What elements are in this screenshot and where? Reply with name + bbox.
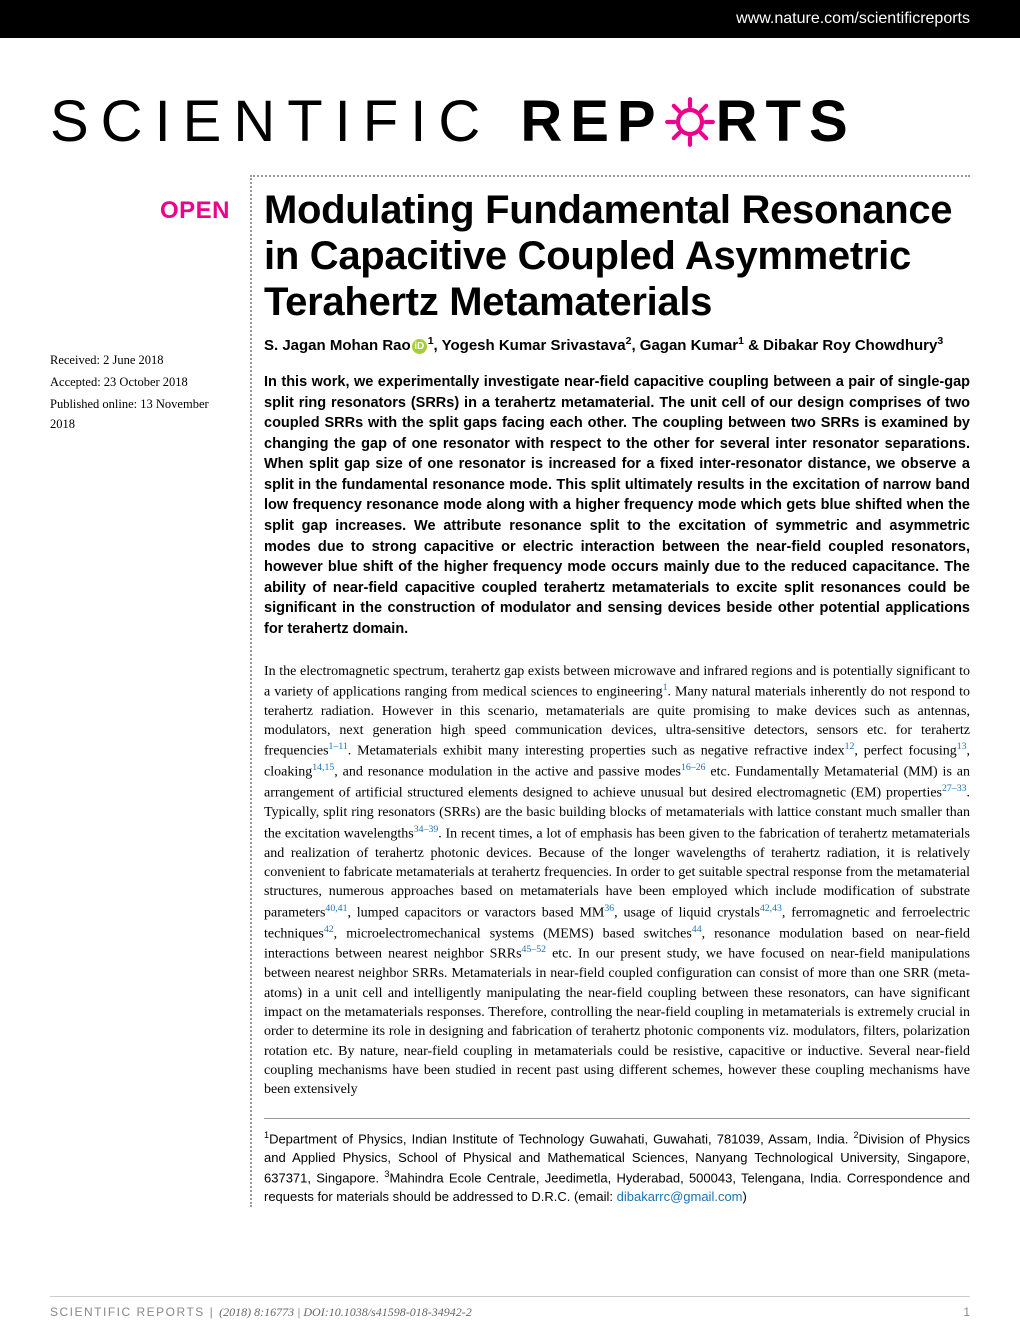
author-name: S. Jagan Mohan Rao [264, 337, 411, 354]
accepted-date: Accepted: 23 October 2018 [50, 372, 230, 392]
body-text-span: , usage of liquid crystals [614, 905, 760, 920]
citation-ref[interactable]: 13 [957, 741, 967, 752]
left-sidebar: OPEN Received: 2 June 2018 Accepted: 23 … [50, 175, 230, 1207]
abstract-text: In this work, we experimentally investig… [264, 372, 970, 640]
footer-separator: | [205, 1305, 219, 1319]
author-name: , Yogesh Kumar Srivastava [434, 337, 626, 354]
citation-ref[interactable]: 36 [604, 903, 614, 914]
page-container: www.nature.com/scientificreports SCIENTI… [0, 0, 1020, 1340]
site-url-link[interactable]: www.nature.com/scientificreports [736, 10, 970, 27]
logo-word-scientific: SCIENTIFIC [50, 88, 492, 155]
citation-ref[interactable]: 40,41 [325, 903, 347, 914]
citation-ref[interactable]: 27–33 [942, 783, 967, 794]
body-text-span: . Metamaterials exhibit many interesting… [348, 744, 845, 759]
content-columns: OPEN Received: 2 June 2018 Accepted: 23 … [0, 175, 1020, 1207]
received-date: Received: 2 June 2018 [50, 350, 230, 370]
footer-journal-name: SCIENTIFIC REPORTS [50, 1305, 205, 1319]
citation-ref[interactable]: 1–11 [329, 741, 348, 752]
main-column: Modulating Fundamental Resonance in Capa… [250, 175, 970, 1207]
footer-doi: | DOI:10.1038/s41598-018-34942-2 [297, 1305, 472, 1319]
correspondence-email[interactable]: dibakarrc@gmail.com [617, 1189, 743, 1204]
body-text-span: , perfect focusing [854, 744, 956, 759]
citation-ref[interactable]: 34–39 [414, 824, 439, 835]
page-number: 1 [963, 1305, 970, 1320]
author-name: & Dibakar Roy Chowdhury [744, 337, 937, 354]
body-paragraph: In the electromagnetic spectrum, teraher… [264, 662, 970, 1100]
open-access-badge: OPEN [50, 197, 230, 225]
affiliation-text: Department of Physics, Indian Institute … [269, 1131, 853, 1146]
footer-year-volume: (2018) 8:16773 [219, 1305, 297, 1319]
body-text-span: , lumped capacitors or varactors based M… [347, 905, 604, 920]
body-text-span: etc. In our present study, we have focus… [264, 947, 970, 1097]
citation-ref[interactable]: 42,43 [760, 903, 782, 914]
orcid-icon[interactable]: iD [412, 339, 427, 354]
author-name: , Gagan Kumar [631, 337, 738, 354]
gear-icon [660, 92, 720, 152]
authors-list: S. Jagan Mohan RaoiD1, Yogesh Kumar Sriv… [264, 335, 970, 354]
affiliations-block: 1Department of Physics, Indian Institute… [264, 1129, 970, 1207]
affiliation-text: ) [743, 1189, 747, 1204]
article-dates: Received: 2 June 2018 Accepted: 23 Octob… [50, 350, 230, 434]
citation-ref[interactable]: 44 [692, 924, 702, 935]
citation-ref[interactable]: 45–52 [522, 944, 547, 955]
logo-word-rep: REP [520, 88, 663, 155]
published-date: Published online: 13 November 2018 [50, 394, 230, 434]
journal-logo: SCIENTIFIC REP [0, 38, 1020, 175]
citation-ref[interactable]: 16–26 [681, 762, 706, 773]
footer-citation: SCIENTIFIC REPORTS | (2018) 8:16773 | DO… [50, 1305, 472, 1320]
citation-ref[interactable]: 14,15 [312, 762, 334, 773]
body-text-span: , and resonance modulation in the active… [334, 765, 681, 780]
article-title: Modulating Fundamental Resonance in Capa… [264, 187, 970, 325]
section-divider [264, 1118, 970, 1119]
citation-ref[interactable]: 42 [324, 924, 334, 935]
affiliation-ref: 3 [937, 335, 943, 347]
citation-ref[interactable]: 12 [845, 741, 855, 752]
body-text-span: , microelectromechanical systems (MEMS) … [334, 926, 692, 941]
page-footer: SCIENTIFIC REPORTS | (2018) 8:16773 | DO… [50, 1296, 970, 1320]
header-bar: www.nature.com/scientificreports [0, 0, 1020, 38]
logo-word-rts: RTS [716, 88, 856, 155]
